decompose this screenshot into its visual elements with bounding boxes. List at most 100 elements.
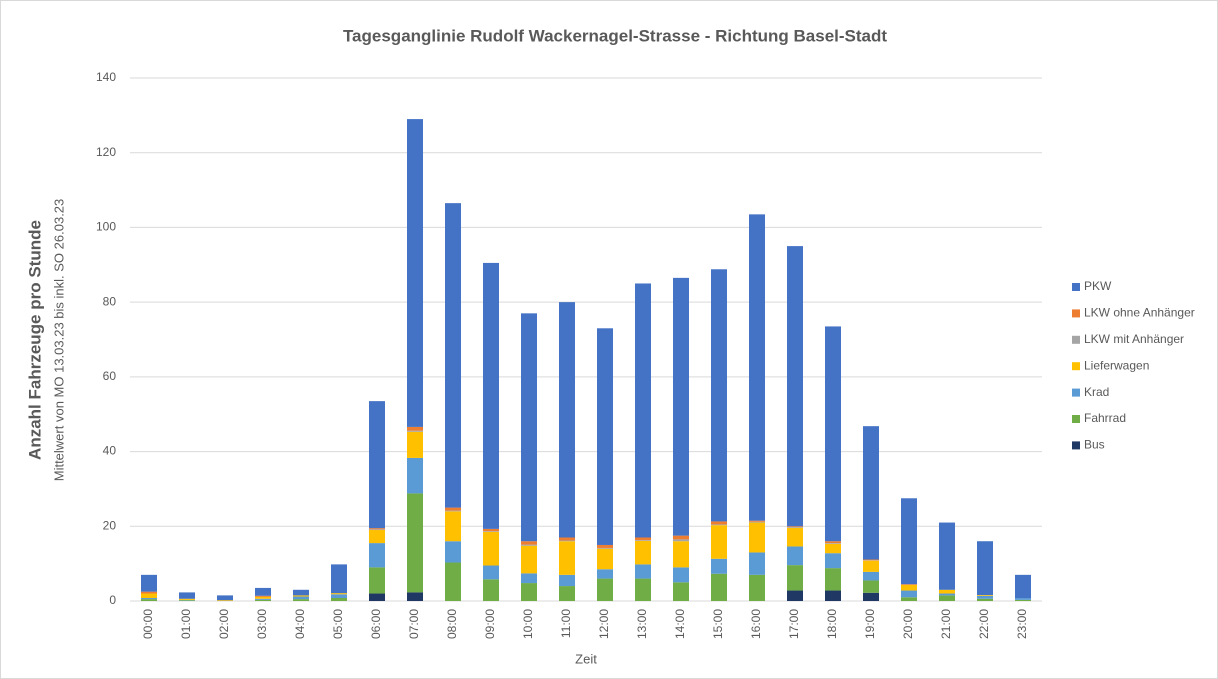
bar-segment — [521, 573, 537, 584]
bar-segment — [407, 430, 423, 432]
legend-swatch — [1072, 415, 1080, 423]
x-tick-label: 02:00 — [217, 609, 231, 639]
bar-segment — [255, 599, 271, 601]
bar-segment — [407, 457, 423, 494]
x-tick-label: 21:00 — [939, 609, 953, 639]
x-tick-label: 19:00 — [863, 609, 877, 639]
bar-segment — [673, 539, 689, 542]
bar-segment — [141, 598, 157, 600]
legend-label: LKW mit Anhänger — [1084, 332, 1184, 346]
bar-segment — [635, 578, 651, 601]
bar-segment — [559, 540, 575, 542]
bar-segment — [863, 559, 879, 561]
x-tick-label: 09:00 — [483, 609, 497, 639]
bar-segment — [711, 573, 727, 601]
bar-segment — [787, 546, 803, 566]
bar-segment — [445, 203, 461, 508]
bar-segment — [825, 553, 841, 569]
bar-segment — [901, 597, 917, 601]
bar-segment — [293, 599, 309, 601]
bar-segment — [369, 530, 385, 544]
bar-segment — [483, 531, 499, 566]
y-tick-label: 80 — [103, 294, 117, 308]
bar-segment — [939, 589, 955, 594]
bar-segment — [1015, 598, 1031, 600]
x-tick-label: 04:00 — [293, 609, 307, 639]
bar-segment — [445, 511, 461, 542]
legend-label: Lieferwagen — [1084, 358, 1149, 372]
bar-segment — [711, 524, 727, 526]
y-tick-label: 20 — [103, 518, 117, 532]
bar-segment — [597, 328, 613, 545]
bar-segment — [787, 527, 803, 547]
legend-label: Bus — [1084, 438, 1105, 452]
x-tick-label: 11:00 — [559, 609, 573, 638]
y-tick-label: 140 — [96, 70, 116, 84]
bar-segment — [825, 568, 841, 591]
bar-segment — [445, 541, 461, 563]
bar-segment — [635, 537, 651, 541]
bar-segment — [901, 584, 917, 585]
x-tick-label: 23:00 — [1015, 609, 1029, 639]
bar-segment — [331, 598, 347, 601]
bar-segment — [711, 521, 727, 525]
y-tick-label: 120 — [96, 145, 116, 159]
bar-segment — [445, 507, 461, 511]
bar-segment — [939, 522, 955, 590]
bar-segment — [901, 498, 917, 585]
bar-segment — [445, 510, 461, 512]
bar-segment — [521, 313, 537, 542]
legend-label: Krad — [1084, 385, 1109, 399]
x-tick-label: 13:00 — [635, 609, 649, 639]
legend-label: Fahrrad — [1084, 411, 1126, 425]
bar-segment — [939, 593, 955, 596]
bar-segment — [787, 527, 803, 528]
bar-segment — [825, 543, 841, 554]
bar-segment — [559, 537, 575, 541]
y-axis-label: Anzahl Fahrzeuge pro Stunde — [25, 220, 44, 460]
bar-segment — [407, 431, 423, 458]
bar-segment — [141, 599, 157, 601]
bar-segment — [559, 586, 575, 601]
x-tick-label: 08:00 — [445, 609, 459, 639]
bar-segment — [483, 565, 499, 580]
x-tick-label: 03:00 — [255, 609, 269, 639]
y-tick-label: 60 — [103, 369, 117, 383]
bar-segment — [407, 493, 423, 593]
bar-segment — [293, 589, 309, 596]
bar-segment — [749, 214, 765, 521]
bar-segment — [749, 574, 765, 601]
bar-segment — [521, 544, 537, 546]
bar-segment — [977, 541, 993, 596]
bar-segment — [673, 567, 689, 583]
bar-segment — [331, 593, 347, 595]
bar-segment — [369, 593, 385, 601]
x-tick-label: 06:00 — [369, 609, 383, 639]
x-tick-label: 07:00 — [407, 609, 421, 639]
legend-swatch — [1072, 283, 1080, 291]
bar-segment — [521, 545, 537, 574]
bar-segment — [407, 119, 423, 427]
bar-segment — [673, 535, 689, 540]
bar-segment — [635, 564, 651, 579]
bar-segment — [369, 528, 385, 530]
legend-swatch — [1072, 388, 1080, 397]
bar-segment — [1015, 599, 1031, 601]
bar-segment — [179, 592, 195, 599]
y-tick-label: 40 — [103, 444, 117, 458]
bar-segment — [597, 544, 613, 548]
bar-segment — [597, 548, 613, 570]
chart-title: Tagesganglinie Rudolf Wackernagel-Strass… — [343, 26, 887, 45]
bar-segment — [977, 595, 993, 599]
y-axis-sublabel: Mittelwert von MO 13.03.23 bis inkl. SO … — [51, 199, 66, 482]
bar-segment — [825, 326, 841, 542]
bar-segment — [293, 596, 309, 600]
bar-segment — [863, 571, 879, 581]
x-tick-label: 00:00 — [141, 609, 155, 639]
bar-segment — [369, 529, 385, 531]
bar-segment — [939, 595, 955, 601]
bar-segment — [597, 547, 613, 549]
bar-segment — [635, 540, 651, 565]
bar-segment — [521, 583, 537, 601]
